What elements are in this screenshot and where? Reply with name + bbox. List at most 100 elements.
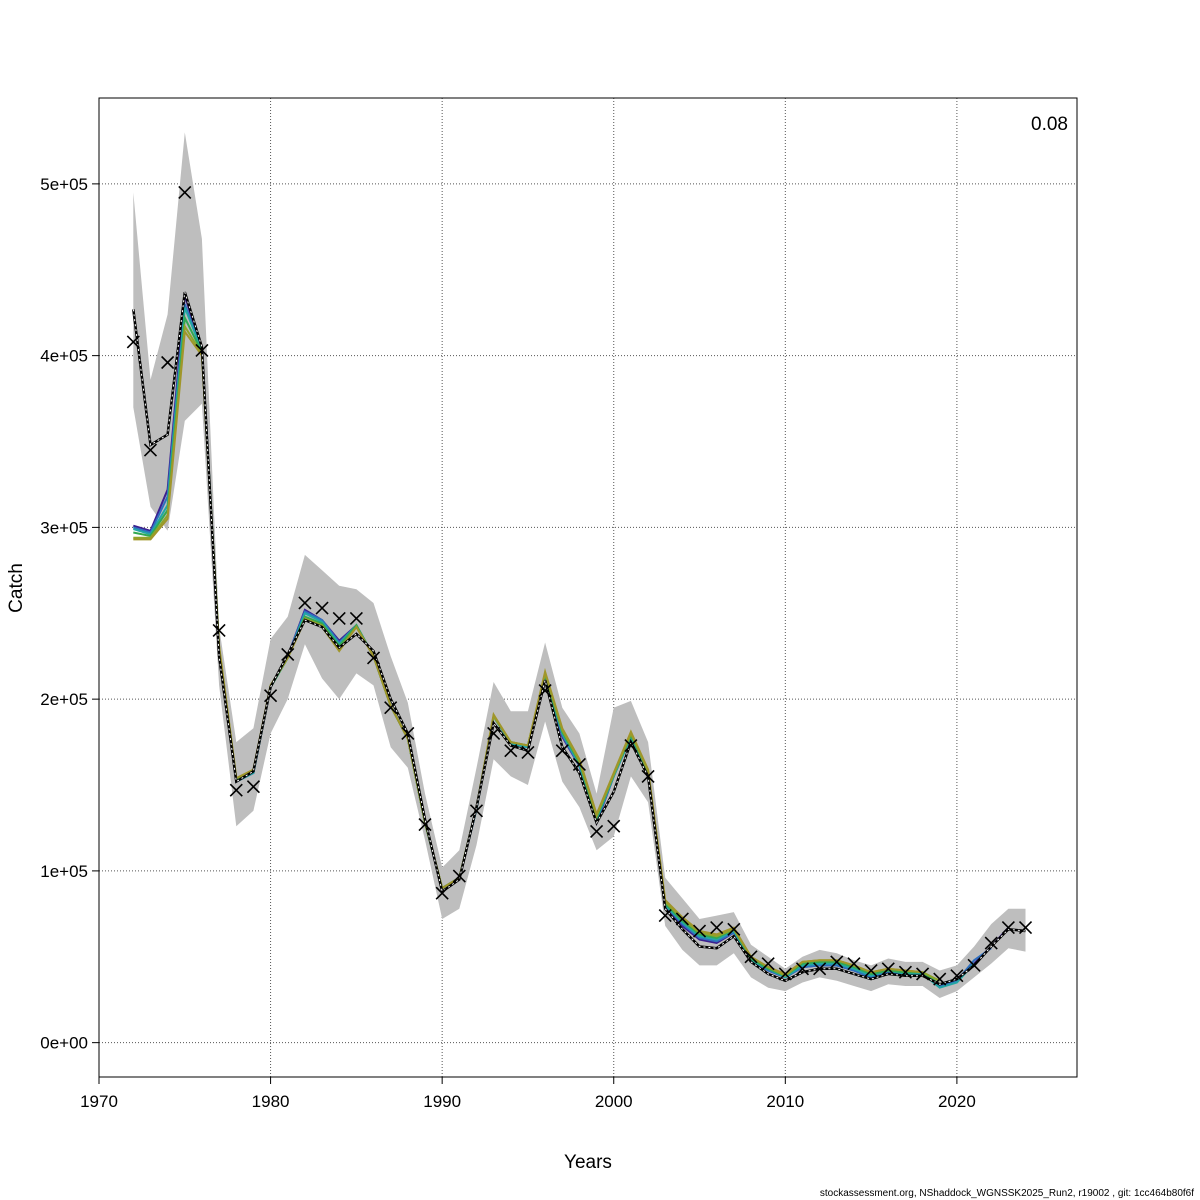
observed-point	[538, 683, 552, 698]
observed-point-stroke	[349, 611, 363, 625]
observed-point	[675, 912, 689, 926]
observed-point	[572, 757, 586, 771]
observed-point-stroke	[281, 647, 295, 662]
observed-point-stroke	[813, 962, 827, 976]
observed-point-stroke	[778, 967, 792, 981]
observed-point	[778, 967, 792, 981]
observed-point-stroke	[933, 972, 947, 986]
observed-point	[795, 962, 810, 976]
observed-point-stroke	[950, 969, 964, 983]
y-tick-label: 1e+05	[40, 862, 88, 881]
observed-point-stroke	[795, 962, 810, 976]
observed-point-stroke	[143, 443, 158, 457]
observed-point-stroke	[401, 726, 415, 741]
observed-point-stroke	[744, 950, 758, 964]
observed-point	[366, 651, 381, 665]
x-tick-label: 2020	[938, 1092, 976, 1111]
observed-point-stroke	[435, 886, 449, 900]
observed-point-stroke	[881, 962, 895, 976]
observed-point-stroke	[298, 596, 312, 610]
observed-point-stroke	[469, 804, 484, 818]
x-tick-label: 1990	[423, 1092, 461, 1111]
observed-point	[590, 824, 604, 838]
observed-point	[452, 869, 466, 883]
observed-point-stroke	[847, 957, 861, 971]
observed-point	[384, 701, 398, 715]
observed-point-stroke	[126, 335, 140, 349]
observed-point-stroke	[1018, 921, 1033, 935]
observed-point	[1018, 921, 1033, 935]
observed-point	[143, 443, 158, 457]
observed-point-stroke	[161, 355, 175, 370]
observed-point-stroke	[178, 185, 192, 200]
observed-point-stroke	[967, 958, 981, 972]
observed-points-layer	[126, 185, 1033, 986]
x-tick-label: 1970	[80, 1092, 118, 1111]
observed-point	[950, 969, 964, 983]
x-tick-label: 2000	[595, 1092, 633, 1111]
observed-point	[692, 924, 707, 938]
confidence-band-layer	[133, 132, 1026, 998]
observed-point	[229, 783, 243, 797]
observed-point	[161, 355, 175, 370]
observed-point	[298, 596, 312, 610]
observed-point	[487, 726, 501, 741]
observed-point	[504, 744, 518, 758]
observed-point-stroke	[710, 921, 724, 935]
observed-point-stroke	[366, 651, 381, 665]
observed-point-stroke	[984, 936, 998, 950]
y-tick-label: 0e+00	[40, 1034, 88, 1053]
observed-point-stroke	[195, 343, 209, 358]
observed-point-stroke	[675, 912, 689, 926]
y-tick-label: 5e+05	[40, 175, 88, 194]
observed-point-stroke	[916, 967, 930, 981]
observed-point-stroke	[641, 769, 655, 783]
grid-lines	[98, 98, 1077, 1077]
observed-point	[281, 647, 295, 662]
observed-point	[195, 343, 209, 358]
x-axis: 1970 1980 1990 2000 2010 2020	[80, 1076, 976, 1111]
observed-point-stroke	[658, 908, 672, 923]
observed-point-stroke	[487, 726, 501, 741]
observed-point	[933, 972, 947, 986]
observed-point	[967, 958, 981, 972]
observed-point	[916, 967, 930, 981]
observed-point	[126, 335, 140, 349]
observed-point	[264, 689, 278, 703]
confidence-band	[133, 132, 1026, 998]
corner-label: 0.08	[1031, 114, 1068, 135]
y-axis-title: Catch	[6, 563, 27, 613]
observed-point-stroke	[212, 623, 226, 638]
observed-point-stroke	[384, 701, 398, 715]
estimate-line-layer	[132, 291, 1026, 986]
observed-point	[401, 726, 415, 741]
observed-point-stroke	[590, 824, 604, 838]
observed-point	[864, 963, 878, 978]
observed-point-stroke	[521, 745, 535, 759]
observed-point-stroke	[246, 780, 260, 794]
observed-point-stroke	[624, 738, 638, 753]
observed-point-stroke	[761, 957, 775, 971]
observed-point-stroke	[418, 817, 432, 832]
observed-point	[847, 957, 861, 971]
observed-point	[898, 965, 912, 979]
observed-point-stroke	[864, 963, 878, 978]
observed-point	[435, 886, 449, 900]
observed-point	[212, 623, 226, 638]
y-tick-label: 4e+05	[40, 347, 88, 366]
observed-point-stroke	[264, 689, 278, 703]
observed-point	[641, 769, 655, 783]
x-tick-label: 2010	[766, 1092, 804, 1111]
observed-point	[332, 611, 346, 625]
x-axis-title: Years	[564, 1152, 612, 1173]
observed-point	[418, 817, 432, 832]
observed-point	[658, 908, 672, 923]
observed-point	[349, 611, 363, 625]
observed-point-stroke	[315, 601, 329, 615]
observed-point-stroke	[504, 744, 518, 758]
observed-point-stroke	[607, 819, 621, 833]
observed-point	[246, 780, 260, 794]
observed-point	[744, 950, 758, 964]
observed-point	[555, 744, 569, 758]
